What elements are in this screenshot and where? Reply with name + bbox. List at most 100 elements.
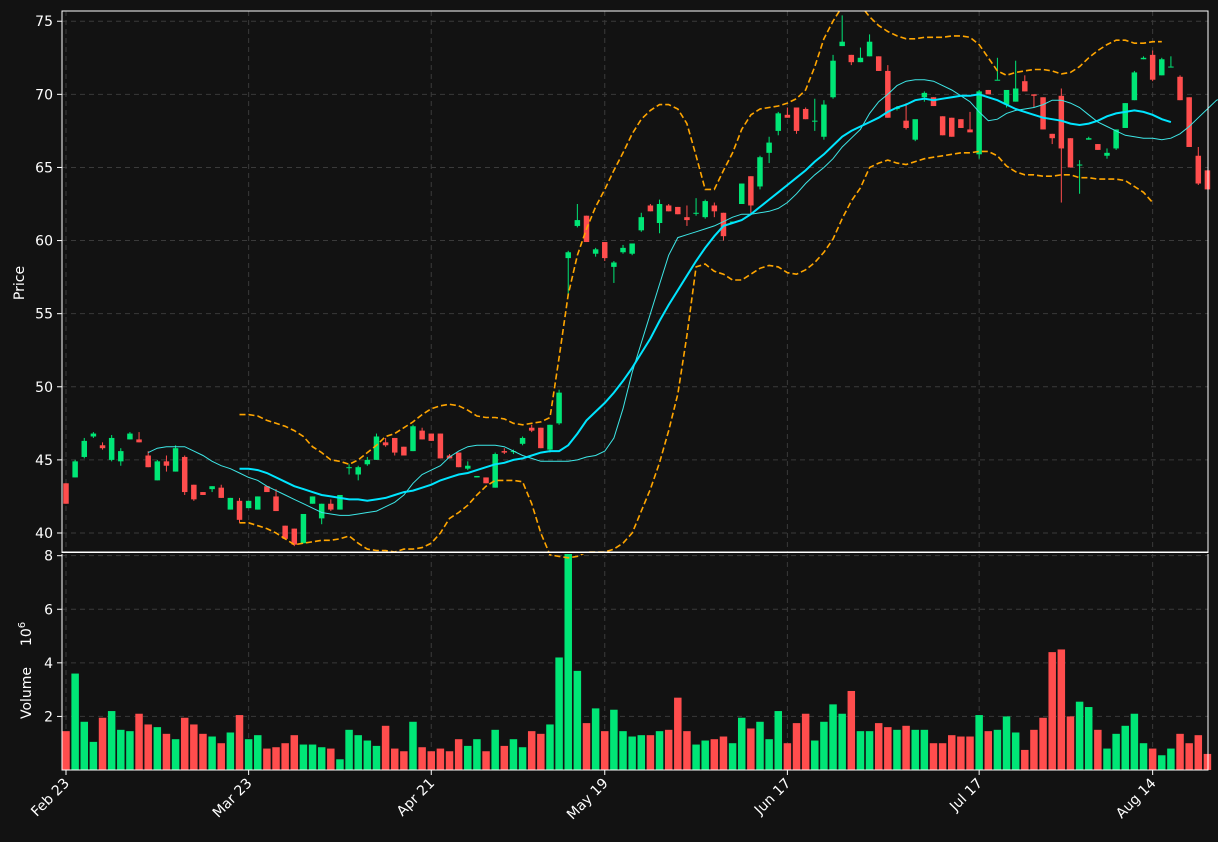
volume-bar xyxy=(427,751,436,770)
candle-body xyxy=(245,500,252,509)
volume-bar xyxy=(272,747,280,770)
volume-bar xyxy=(1021,749,1029,770)
candle-body xyxy=(921,92,928,98)
volume-bar xyxy=(1048,652,1056,770)
candle-body xyxy=(318,503,325,519)
candle-body xyxy=(455,452,462,468)
candle-body xyxy=(629,243,635,254)
candle-body xyxy=(364,459,371,465)
volume-bar xyxy=(89,741,98,770)
candle-body xyxy=(419,430,425,440)
volume-bar xyxy=(646,735,655,770)
volume-bar xyxy=(537,733,545,770)
candle-body xyxy=(401,446,407,456)
volume-bar xyxy=(1030,729,1038,770)
candle-body xyxy=(136,439,142,443)
volume-bar xyxy=(555,657,563,770)
candle-body xyxy=(528,427,535,431)
volume-bar xyxy=(482,751,490,770)
candle-body xyxy=(693,212,699,214)
volume-bar xyxy=(920,729,929,770)
volume-bar xyxy=(80,721,89,770)
candle-body xyxy=(1113,129,1119,149)
candle-body xyxy=(1012,88,1019,102)
candle-body xyxy=(200,492,206,495)
candle-body xyxy=(702,201,708,218)
volume-bar xyxy=(710,739,719,770)
candle-body xyxy=(1067,138,1074,168)
volume-bar xyxy=(390,748,399,770)
candle-body xyxy=(620,247,626,253)
volume-bar xyxy=(317,747,326,770)
candle-body xyxy=(1049,133,1055,139)
candle-body xyxy=(154,461,161,481)
volume-bar xyxy=(601,731,609,770)
candle-body xyxy=(218,487,224,498)
volume-bar xyxy=(418,747,426,770)
candle-body xyxy=(181,456,188,493)
candle-body xyxy=(355,467,361,475)
volume-bar xyxy=(984,731,993,770)
candle-body xyxy=(748,176,754,206)
volume-multiplier-exponent: 6 xyxy=(17,622,28,628)
candle-body xyxy=(875,56,882,71)
candle-body xyxy=(90,433,97,437)
candle-body xyxy=(994,79,1001,81)
volume-bar xyxy=(619,731,627,770)
candle-body xyxy=(1085,138,1092,140)
volume-bar xyxy=(308,744,317,770)
candle-body xyxy=(1003,89,1010,105)
volume-tick-label: 2 xyxy=(44,709,53,725)
candle-body xyxy=(547,424,553,450)
indicator-line xyxy=(239,93,1172,502)
candle-body xyxy=(501,451,508,453)
candle-body xyxy=(236,500,243,520)
volume-bar xyxy=(263,748,271,770)
volume-tick-label: 8 xyxy=(44,549,53,565)
volume-bar xyxy=(829,704,837,770)
volume-tick-label: 6 xyxy=(44,602,53,618)
volume-bar xyxy=(180,717,189,770)
volume-bar xyxy=(135,713,143,770)
candle-body xyxy=(172,448,179,472)
volume-bar xyxy=(792,723,801,770)
volume-axis-label: Volume xyxy=(19,667,35,719)
volume-bar xyxy=(190,724,198,770)
volume-bar xyxy=(847,690,856,770)
candle-body xyxy=(912,119,918,140)
volume-bar xyxy=(162,733,171,770)
candle-body xyxy=(1159,59,1165,76)
volume-bar xyxy=(1075,701,1084,770)
price-tick-label: 40 xyxy=(35,526,53,542)
volume-bar xyxy=(884,727,892,770)
volume-bar xyxy=(911,729,919,770)
volume-bar xyxy=(281,743,289,770)
volume-bar xyxy=(363,740,372,770)
candle-body xyxy=(282,525,288,539)
price-axis-label: Price xyxy=(12,266,28,300)
panel-frames xyxy=(0,10,1218,771)
volume-bar xyxy=(381,725,390,770)
volume-bar xyxy=(400,751,408,770)
candle-body xyxy=(264,486,270,493)
candle-body xyxy=(99,445,106,449)
volume-bar xyxy=(1194,735,1203,770)
candle-body xyxy=(1177,76,1183,101)
volume-bar xyxy=(144,724,152,770)
volume-bar xyxy=(208,736,216,770)
candle-body xyxy=(1022,81,1028,92)
candle-body xyxy=(492,454,498,488)
candle-body xyxy=(309,496,316,504)
volume-bar xyxy=(573,670,582,770)
volume-bar xyxy=(500,745,509,770)
candle-body xyxy=(738,183,745,205)
volume-bar xyxy=(235,715,244,770)
candle-body xyxy=(391,437,398,453)
candle-body xyxy=(784,114,791,118)
volume-bar xyxy=(98,717,107,770)
volume-bar xyxy=(1203,753,1212,770)
candle-body xyxy=(81,440,88,457)
candle-body xyxy=(328,503,334,510)
volume-bar xyxy=(518,747,527,770)
